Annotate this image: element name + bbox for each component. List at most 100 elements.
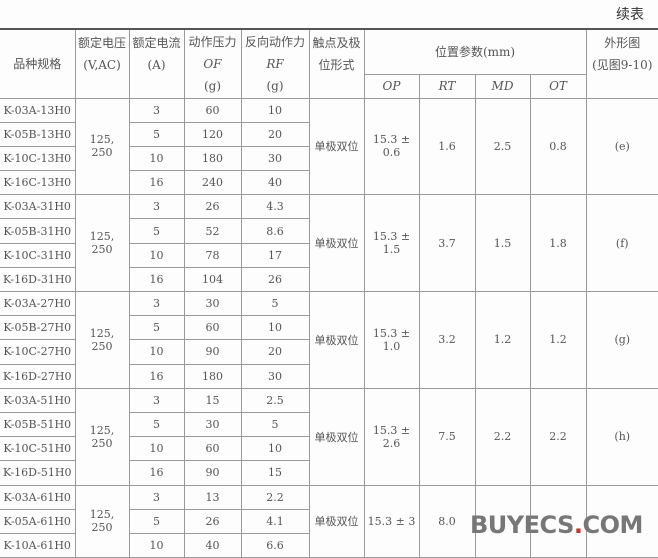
rf-cell: 40	[240, 170, 310, 196]
current-cell: 10	[128, 532, 185, 558]
current-cell: 3	[128, 387, 185, 413]
voltage-line2: 250	[91, 436, 113, 450]
rf-cell: 30	[240, 145, 310, 172]
contact-cell: 单极双位	[308, 97, 365, 196]
voltage-cell: 125, 250	[74, 291, 130, 389]
header-ot: OT	[529, 73, 587, 99]
header-rf-label: 反向动作力	[244, 34, 305, 49]
table-row: K-10C-31H0 10 78 17	[0, 242, 658, 268]
voltage-cell: 125, 250	[74, 484, 130, 558]
current-cell: 5	[128, 121, 185, 147]
ot-cell: 0.8	[529, 97, 587, 196]
header-current: 额定电流 (A)	[128, 28, 185, 99]
rf-cell: 20	[240, 339, 310, 365]
table-row: K-10C-51H0 10 60 10	[0, 436, 658, 462]
rf-cell: 5	[240, 290, 310, 317]
voltage-line1: 125,	[89, 326, 115, 340]
of-cell: 26	[183, 508, 242, 534]
md-cell	[474, 484, 531, 558]
model-cell: K-03A-13H0	[0, 97, 76, 123]
of-cell: 104	[183, 266, 242, 293]
table-row: K-03A-31H0 125, 250 3 26 4.3 单极双位 15.3 ± 1.5 3.7…	[0, 194, 658, 292]
model-cell: K-10C-31H0	[0, 242, 76, 268]
rf-cell: 10	[240, 97, 310, 123]
rf-cell: 26	[240, 266, 310, 293]
outline-cell: (f)	[585, 194, 658, 292]
current-cell: 3	[128, 97, 185, 123]
current-cell: 5	[128, 411, 185, 438]
md-cell: 1.5	[474, 194, 531, 292]
op-cell: 15.3 ± 1.5	[363, 194, 420, 292]
header-contact-line1: 触点及极	[312, 36, 361, 50]
contact-cell: 单极双位	[308, 291, 365, 389]
of-cell: 26	[183, 194, 242, 220]
header-position: 位置参数(mm)	[363, 28, 587, 75]
watermark-dot: .	[573, 511, 583, 539]
header-release-force: 反向动作力 RF (g)	[240, 28, 310, 99]
rf-cell: 10	[240, 436, 310, 462]
header-outline-ref: (见图9-10)	[592, 58, 653, 72]
voltage-line2: 250	[91, 521, 113, 535]
ot-cell: 2.2	[529, 387, 587, 486]
of-cell: 180	[183, 363, 242, 389]
header-of-label: 动作压力	[188, 34, 237, 49]
current-cell: 3	[128, 290, 185, 317]
contact-cell: 单极双位	[308, 194, 365, 292]
header-outline-label: 外形图	[604, 36, 641, 50]
model-cell: K-05A-61H0	[0, 508, 76, 534]
model-cell: K-05B-31H0	[0, 218, 76, 244]
rf-cell: 8.6	[240, 218, 310, 244]
of-cell: 60	[183, 436, 242, 462]
watermark-logo: BUYECS.COM	[470, 510, 643, 540]
rt-cell: 3.7	[418, 194, 476, 292]
header-voltage: 额定电压 (V,AC)	[74, 28, 130, 99]
ot-cell: 1.8	[529, 194, 587, 292]
rf-cell: 30	[240, 363, 310, 389]
continued-label: 续表	[616, 7, 644, 23]
voltage-line2: 250	[91, 146, 113, 160]
of-cell: 60	[183, 315, 242, 341]
of-cell: 40	[183, 532, 242, 558]
header-op-force: 动作压力 OF (g)	[183, 28, 242, 99]
of-cell: 240	[183, 170, 242, 196]
op-cell: 15.3 ± 0.6	[363, 97, 420, 196]
table-row: K-10C-27H0 10 90 20	[0, 339, 658, 365]
header-of-unit: (g)	[203, 78, 222, 93]
op-cell: 15.3 ± 2.6	[363, 387, 420, 486]
voltage-cell: 125, 250	[74, 194, 130, 292]
watermark-main: BUYECS	[470, 511, 574, 539]
model-cell: K-05B-51H0	[0, 411, 76, 438]
table-row: K-05B-27H0 5 60 10	[0, 315, 658, 341]
model-cell: K-03A-27H0	[0, 290, 76, 317]
model-cell: K-10C-27H0	[0, 339, 76, 365]
current-cell: 16	[128, 460, 185, 486]
header-op: OP	[363, 73, 420, 99]
outline-cell: (h)	[585, 387, 658, 486]
model-cell: K-16C-13H0	[0, 170, 76, 196]
table-row: K-03A-61H0 125, 250 3 13 2.2 单极双位 15.3 ± 3 8.0	[0, 484, 658, 558]
rf-cell: 5	[240, 411, 310, 438]
rf-cell: 4.1	[240, 508, 310, 534]
spec-table: 品种规格 额定电压 (V,AC) 额定电流 (A) 动作压力 OF (g) 反向…	[0, 28, 658, 558]
model-cell: K-05B-13H0	[0, 121, 76, 147]
header-rf-symbol: RF	[266, 56, 284, 71]
of-cell: 120	[183, 121, 242, 147]
ot-cell	[529, 484, 587, 558]
header-current-unit: (A)	[147, 58, 166, 72]
current-cell: 5	[128, 508, 185, 534]
header-contact: 触点及极 位形式	[308, 28, 365, 99]
table-row: K-03A-13H0 125, 250 3 60 10 单极双位 15.3 ± 0.6 1.6 2…	[0, 97, 658, 196]
table-row: K-16D-31H0 16 104 26	[0, 266, 658, 293]
rf-cell: 2.2	[240, 484, 310, 510]
outline-cell: (g)	[585, 291, 658, 389]
table-row: K-05B-51H0 5 30 5	[0, 411, 658, 438]
rt-cell: 1.6	[418, 97, 476, 196]
current-cell: 10	[128, 436, 185, 462]
rf-cell: 4.3	[240, 194, 310, 220]
of-cell: 90	[183, 460, 242, 486]
op-cell: 15.3 ± 3	[363, 484, 420, 558]
contact-cell: 单极双位	[308, 387, 365, 486]
model-cell: K-16D-51H0	[0, 460, 76, 486]
current-cell: 10	[128, 339, 185, 365]
current-cell: 3	[128, 484, 185, 510]
